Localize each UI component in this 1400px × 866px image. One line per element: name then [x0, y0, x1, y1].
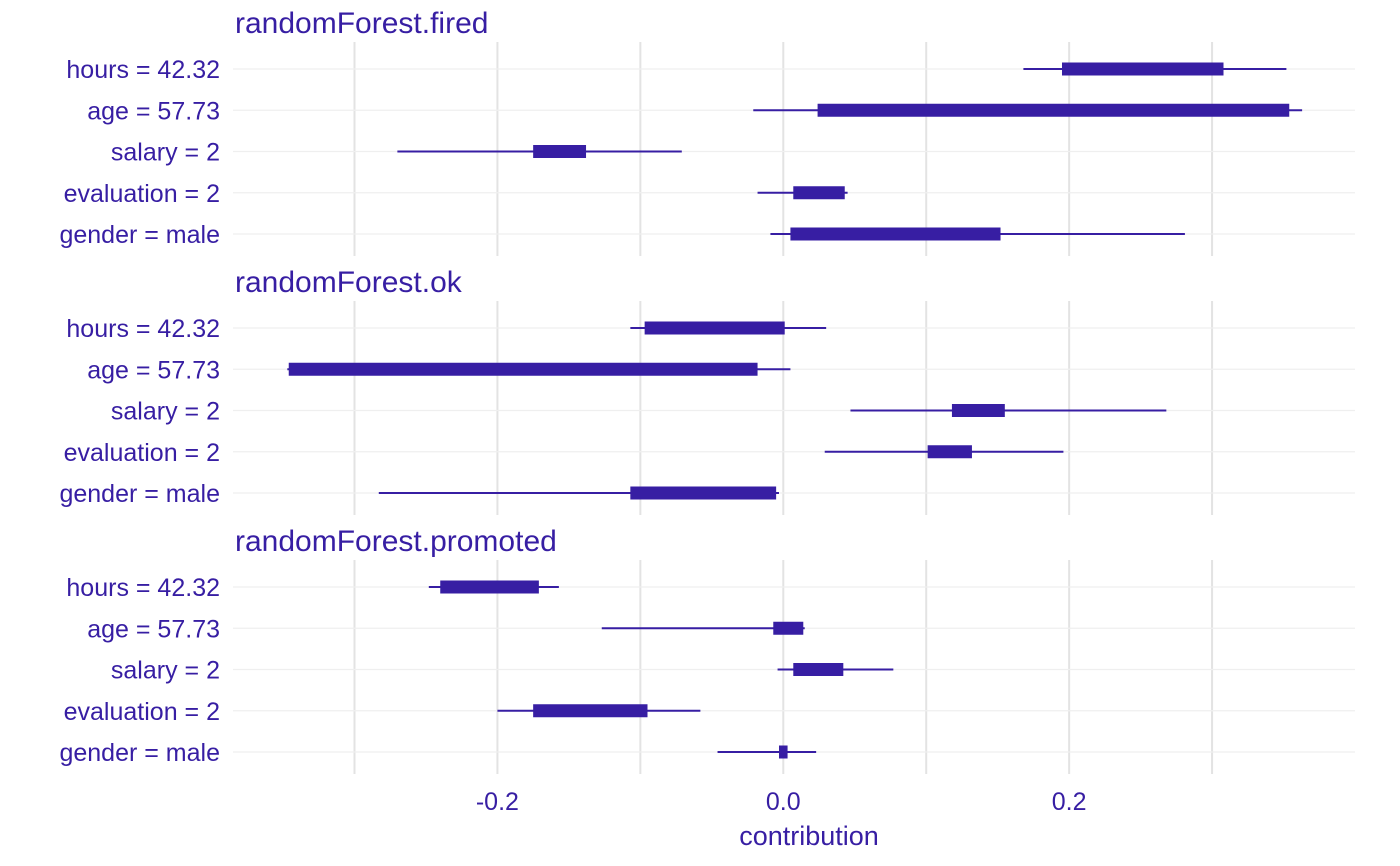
grid-layer	[233, 42, 1355, 774]
row-label: evaluation = 2	[64, 698, 220, 726]
box	[288, 362, 758, 376]
row-label: salary = 2	[111, 139, 220, 167]
box	[630, 486, 777, 500]
row-label: hours = 42.32	[66, 315, 220, 343]
x-tick-label: -0.2	[476, 788, 519, 816]
row-label: salary = 2	[111, 657, 220, 685]
row-label: salary = 2	[111, 398, 220, 426]
box	[793, 663, 844, 676]
row-label: gender = male	[59, 480, 220, 508]
x-axis-title: contribution	[739, 821, 879, 851]
mark-layer	[287, 62, 1303, 759]
row-label: age = 57.73	[87, 97, 220, 125]
row-label: hours = 42.32	[66, 574, 220, 602]
panel-title: randomForest.fired	[235, 7, 488, 40]
row-label: evaluation = 2	[64, 180, 220, 208]
box	[927, 445, 972, 459]
box	[440, 580, 539, 594]
box	[533, 704, 648, 718]
box	[773, 621, 804, 635]
box	[790, 227, 1001, 241]
row-label: gender = male	[59, 739, 220, 767]
box	[1061, 62, 1224, 76]
row-label: evaluation = 2	[64, 439, 220, 467]
row-label: hours = 42.32	[66, 56, 220, 84]
row-label: age = 57.73	[87, 356, 220, 384]
panel-title: randomForest.ok	[235, 266, 463, 299]
box	[817, 103, 1290, 117]
box	[644, 321, 785, 335]
row-label: gender = male	[59, 221, 220, 249]
x-tick-label: 0.0	[766, 788, 801, 816]
box	[951, 404, 1005, 417]
row-label: age = 57.73	[87, 615, 220, 643]
box	[793, 186, 845, 200]
panel-title: randomForest.promoted	[235, 525, 557, 558]
box	[533, 145, 587, 158]
box	[778, 745, 788, 759]
x-tick-label: 0.2	[1052, 788, 1087, 816]
label-layer: randomForest.fired hours = 42.32 age = 57.…	[59, 7, 1086, 816]
